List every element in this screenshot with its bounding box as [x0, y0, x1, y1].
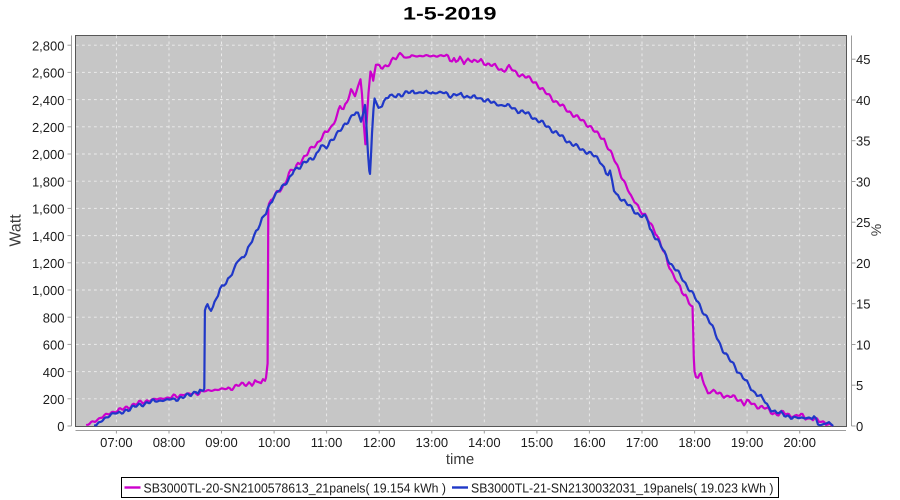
svg-text:12:00: 12:00	[363, 435, 396, 450]
svg-text:15:00: 15:00	[521, 435, 554, 450]
svg-text:2,200: 2,200	[32, 120, 65, 135]
svg-text:10: 10	[856, 337, 870, 352]
svg-text:35: 35	[856, 134, 870, 149]
svg-text:Watt: Watt	[8, 214, 25, 247]
svg-text:2,800: 2,800	[32, 38, 65, 53]
svg-text:30: 30	[856, 174, 870, 189]
svg-text:200: 200	[43, 392, 65, 407]
svg-text:13:00: 13:00	[416, 435, 449, 450]
svg-text:1,200: 1,200	[32, 256, 65, 271]
svg-text:1,800: 1,800	[32, 174, 65, 189]
svg-text:SB3000TL-20-SN2100578613_21pan: SB3000TL-20-SN2100578613_21panels( 19.15…	[144, 480, 447, 495]
svg-text:25: 25	[856, 215, 870, 230]
svg-text:1,400: 1,400	[32, 229, 65, 244]
svg-text:1,600: 1,600	[32, 202, 65, 217]
svg-text:17:00: 17:00	[626, 435, 659, 450]
svg-text:20:00: 20:00	[783, 435, 816, 450]
svg-text:19:00: 19:00	[731, 435, 764, 450]
svg-text:2,600: 2,600	[32, 66, 65, 81]
svg-text:0: 0	[856, 419, 863, 434]
svg-text:0: 0	[57, 419, 64, 434]
svg-text:07:00: 07:00	[100, 435, 133, 450]
svg-text:11:00: 11:00	[311, 435, 343, 450]
svg-text:20: 20	[856, 256, 870, 271]
svg-text:800: 800	[43, 310, 65, 325]
svg-text:SB3000TL-21-SN2130032031_19pan: SB3000TL-21-SN2130032031_19panels( 19.02…	[471, 480, 774, 495]
svg-text:14:00: 14:00	[468, 435, 501, 450]
svg-text:08:00: 08:00	[153, 435, 186, 450]
svg-text:16:00: 16:00	[573, 435, 606, 450]
svg-text:time: time	[446, 451, 474, 468]
svg-text:09:00: 09:00	[205, 435, 238, 450]
svg-text:2,400: 2,400	[32, 93, 65, 108]
svg-text:1,000: 1,000	[32, 283, 65, 298]
svg-text:45: 45	[856, 52, 870, 67]
svg-text:2,000: 2,000	[32, 147, 65, 162]
svg-text:40: 40	[856, 93, 870, 108]
svg-text:15: 15	[856, 297, 870, 312]
svg-text:18:00: 18:00	[678, 435, 711, 450]
svg-text:600: 600	[43, 338, 65, 353]
svg-text:5: 5	[856, 378, 863, 393]
svg-text:1-5-2019: 1-5-2019	[403, 3, 497, 23]
svg-text:%: %	[868, 224, 884, 236]
svg-text:10:00: 10:00	[258, 435, 291, 450]
svg-text:400: 400	[43, 365, 65, 380]
